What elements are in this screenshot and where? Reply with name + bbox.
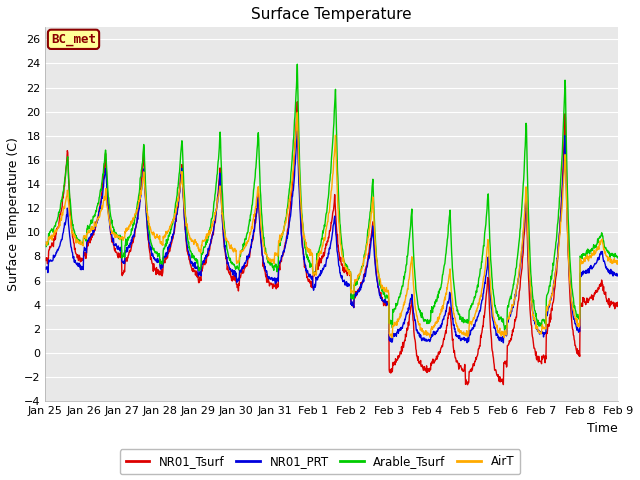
AirT: [233, 261, 241, 266]
Line: NR01_Tsurf: NR01_Tsurf: [45, 102, 618, 385]
AirT: [155, 236, 163, 242]
Arable_Tsurf: [614, 253, 622, 259]
AirT: [169, 218, 177, 224]
NR01_Tsurf: [233, 281, 241, 287]
AirT: [42, 240, 49, 246]
Y-axis label: Surface Temperature (C): Surface Temperature (C): [7, 137, 20, 291]
Text: BC_met: BC_met: [51, 33, 96, 46]
AirT: [294, 109, 301, 115]
NR01_Tsurf: [169, 236, 177, 242]
NR01_PRT: [294, 128, 301, 134]
NR01_PRT: [169, 232, 177, 238]
NR01_PRT: [42, 265, 49, 271]
Title: Surface Temperature: Surface Temperature: [252, 7, 412, 22]
Arable_Tsurf: [547, 277, 554, 283]
Line: NR01_PRT: NR01_PRT: [45, 131, 618, 343]
Line: Arable_Tsurf: Arable_Tsurf: [45, 64, 618, 330]
X-axis label: Time: Time: [587, 421, 618, 435]
AirT: [497, 331, 504, 336]
Arable_Tsurf: [42, 242, 49, 248]
Arable_Tsurf: [169, 221, 177, 227]
NR01_Tsurf: [497, 379, 504, 385]
Arable_Tsurf: [421, 318, 429, 324]
NR01_PRT: [614, 272, 622, 277]
Arable_Tsurf: [500, 327, 508, 333]
NR01_Tsurf: [464, 382, 472, 388]
NR01_PRT: [499, 340, 507, 346]
NR01_Tsurf: [421, 366, 429, 372]
Legend: NR01_Tsurf, NR01_PRT, Arable_Tsurf, AirT: NR01_Tsurf, NR01_PRT, Arable_Tsurf, AirT: [120, 449, 520, 474]
AirT: [388, 335, 396, 341]
AirT: [422, 332, 429, 337]
NR01_PRT: [421, 338, 429, 344]
NR01_PRT: [547, 297, 554, 303]
NR01_Tsurf: [547, 317, 554, 323]
Arable_Tsurf: [496, 316, 504, 322]
Arable_Tsurf: [233, 264, 241, 270]
NR01_Tsurf: [614, 300, 622, 305]
Line: AirT: AirT: [45, 112, 618, 338]
NR01_PRT: [155, 258, 163, 264]
NR01_Tsurf: [42, 255, 49, 261]
Arable_Tsurf: [155, 252, 163, 257]
NR01_Tsurf: [155, 269, 163, 275]
AirT: [614, 261, 622, 267]
AirT: [547, 295, 554, 301]
NR01_Tsurf: [294, 99, 301, 105]
NR01_PRT: [496, 335, 504, 340]
NR01_PRT: [233, 279, 241, 285]
Arable_Tsurf: [294, 61, 301, 67]
